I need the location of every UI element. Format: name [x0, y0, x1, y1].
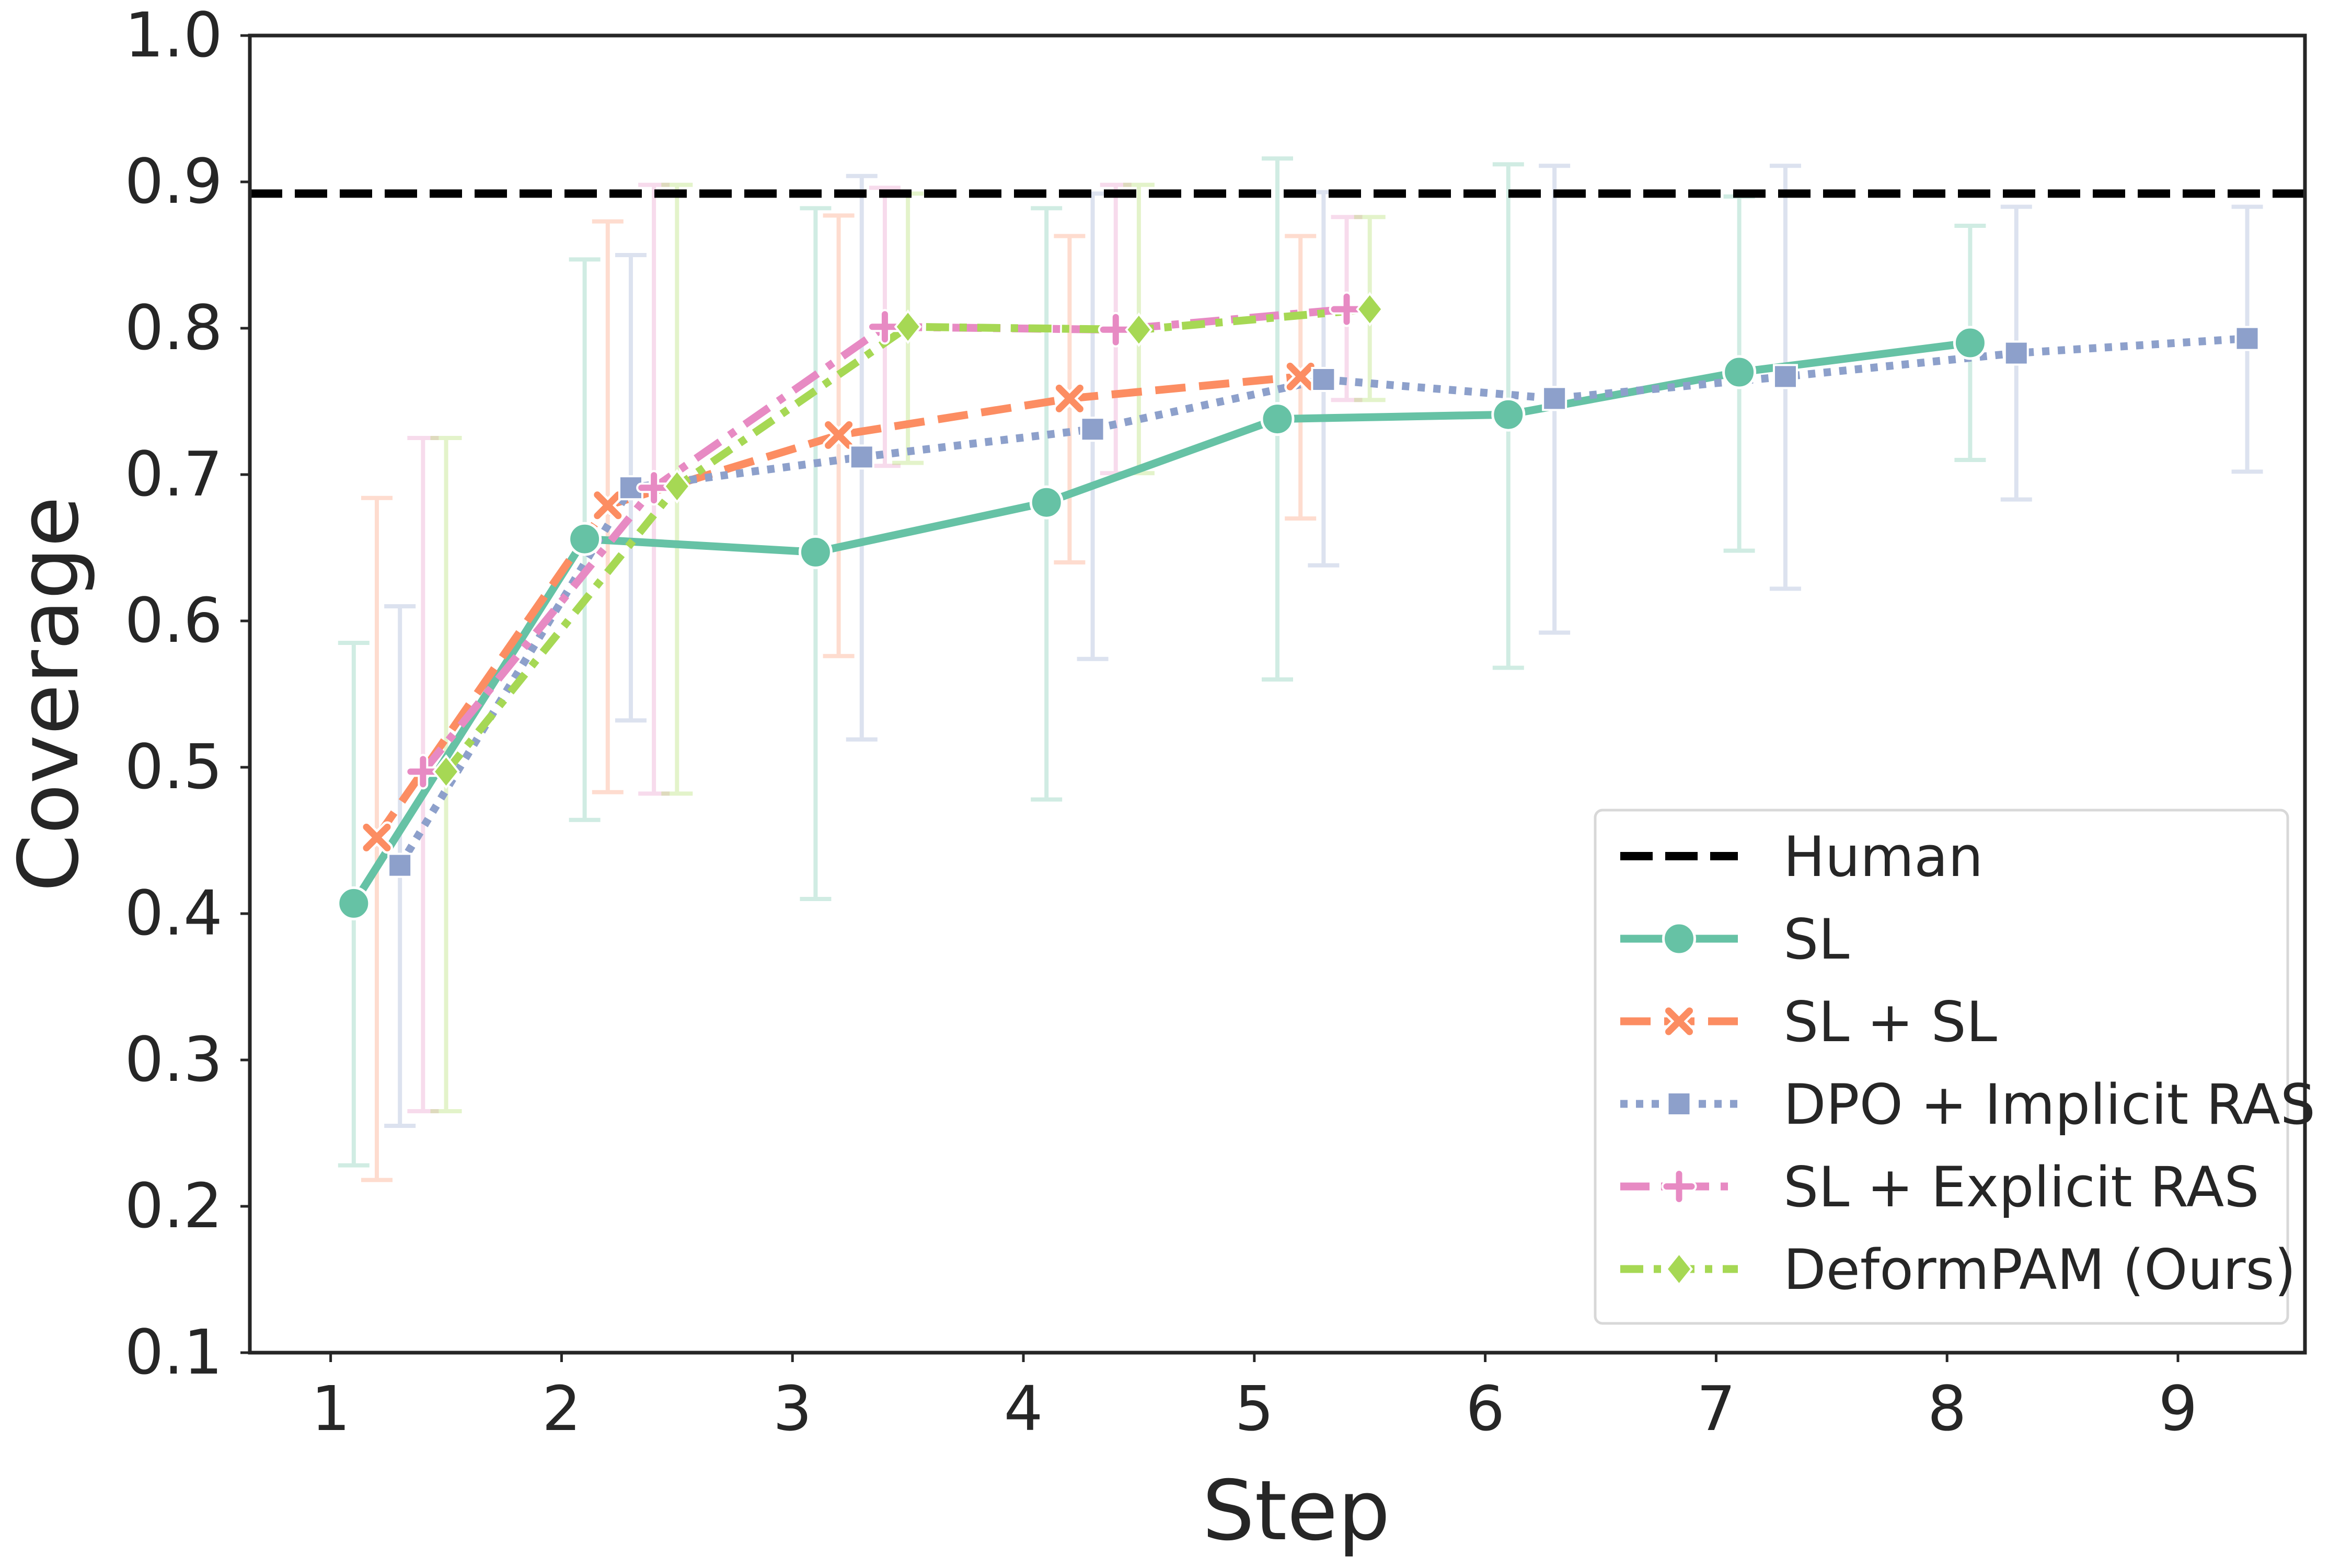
data-point	[1953, 326, 1987, 360]
legend-item: DeformPAM (Ours)	[1620, 1238, 2296, 1302]
data-point	[1053, 382, 1086, 415]
x-tick-label: 1	[311, 1373, 350, 1445]
data-point	[849, 444, 874, 470]
legend-item: DPO + Implicit RAS	[1620, 1073, 2315, 1137]
y-tick-label: 1.0	[124, 0, 223, 71]
x-tick-label: 2	[542, 1373, 581, 1445]
series-line	[396, 335, 2248, 868]
legend-swatch-marker	[1663, 1005, 1696, 1037]
data-point	[1098, 312, 1134, 348]
legend-label: Human	[1783, 825, 1983, 889]
data-point	[2003, 340, 2029, 366]
y-axis-ticks: 0.1 0.2 0.3 0.4 0.5 0.6 0.7 0.8 0.9 1.0	[124, 0, 250, 1388]
data-point	[360, 821, 393, 854]
legend-swatch-marker	[1661, 1169, 1697, 1204]
legend-label: SL	[1783, 907, 1849, 972]
data-point	[894, 309, 922, 344]
data-point	[1491, 397, 1526, 432]
y-tick-label: 0.9	[124, 145, 223, 217]
data-point	[337, 886, 371, 920]
x-tick-label: 4	[1004, 1373, 1043, 1445]
data-point	[636, 470, 672, 506]
data-point	[1772, 364, 1798, 389]
legend: Human SL SL + SL DPO + Implicit RAS SL + Exp…	[1594, 809, 2315, 1325]
legend-item: SL + Explicit RAS	[1620, 1155, 2259, 1219]
series-line	[443, 305, 1370, 775]
legend-swatch-marker	[1662, 921, 1696, 956]
data-point	[568, 522, 602, 556]
y-tick-label: 0.6	[124, 584, 223, 656]
plot-frame	[248, 33, 2307, 1355]
series-markers-layer	[337, 291, 2260, 920]
x-axis-title: Step	[1202, 1463, 1390, 1559]
legend-swatch-marker	[1666, 1091, 1692, 1116]
data-point	[1029, 485, 1064, 520]
data-point	[867, 309, 903, 345]
data-point	[432, 754, 460, 789]
data-point	[1722, 355, 1757, 389]
data-point	[663, 469, 691, 504]
data-point	[798, 535, 833, 569]
data-point	[591, 489, 624, 522]
data-point	[1311, 367, 1336, 392]
y-tick-label: 0.1	[124, 1316, 223, 1388]
y-tick-label: 0.7	[124, 438, 223, 510]
data-point	[822, 419, 855, 452]
data-point	[1284, 360, 1317, 393]
series-lines-layer	[350, 305, 2248, 906]
series-line	[350, 339, 1971, 906]
legend-item: Human	[1620, 825, 1983, 889]
data-point	[1125, 312, 1153, 348]
data-point	[1542, 386, 1567, 411]
y-tick-label: 0.3	[124, 1023, 223, 1096]
x-tick-label: 3	[773, 1373, 812, 1445]
y-tick-label: 0.8	[124, 292, 223, 364]
x-tick-label: 6	[1466, 1373, 1505, 1445]
legend-frame	[1594, 809, 2289, 1325]
y-axis-title: Coverage	[1, 497, 97, 892]
legend-item: SL + SL	[1620, 990, 1997, 1054]
x-tick-label: 8	[1928, 1373, 1967, 1445]
data-point	[1356, 292, 1384, 327]
x-tick-label: 7	[1697, 1373, 1736, 1445]
data-point	[405, 754, 441, 790]
y-tick-label: 0.2	[124, 1170, 223, 1242]
data-point	[2234, 326, 2260, 351]
legend-label: DeformPAM (Ours)	[1783, 1238, 2296, 1302]
series-line	[373, 372, 1301, 840]
y-tick-label: 0.5	[124, 731, 223, 803]
x-axis-ticks: 1 2 3 4 5 6 7 8 9	[311, 1353, 2198, 1445]
legend-swatch-marker	[1665, 1251, 1693, 1287]
legend-label: DPO + Implicit RAS	[1783, 1073, 2315, 1137]
x-tick-label: 9	[2158, 1373, 2197, 1445]
x-tick-label: 5	[1235, 1373, 1274, 1445]
legend-item: SL	[1620, 907, 1849, 972]
data-point	[387, 852, 413, 878]
data-point	[1329, 291, 1365, 327]
data-point	[1080, 417, 1105, 442]
legend-label: SL + Explicit RAS	[1783, 1155, 2259, 1219]
legend-label: SL + SL	[1783, 990, 1997, 1054]
data-point	[1260, 402, 1295, 436]
y-tick-label: 0.4	[124, 877, 223, 949]
